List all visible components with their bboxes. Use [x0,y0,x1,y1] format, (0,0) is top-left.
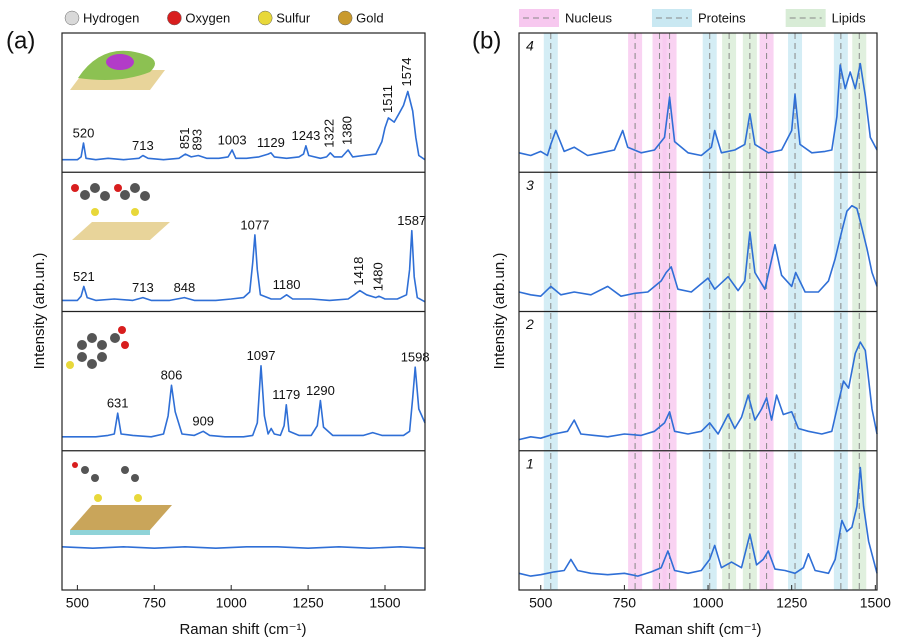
spectrum-line [62,90,426,161]
spectrum-line [518,466,878,577]
y-axis-title: Intensity (arb.un.) [491,253,508,370]
peak-label: 521 [73,269,95,284]
peak-label: 1511 [380,85,395,113]
subplot-label: 4 [526,38,534,54]
spectrum-line [518,341,878,441]
legend-label: Gold [356,10,383,25]
peak-label: 520 [73,125,95,140]
x-axis-title: Raman shift (cm⁻¹) [179,621,306,638]
x-tick-label: 750 [613,595,637,611]
legend-label: Sulfur [276,10,311,25]
spectrum-line [518,204,878,297]
legend-label: Nucleus [565,10,612,25]
cell-icon [70,50,165,90]
x-tick-label: 1000 [216,595,247,611]
legend-marker [167,10,182,26]
x-tick-label: 1250 [293,595,324,611]
peak-label: 1574 [399,58,414,87]
y-axis-title: Intensity (arb.un.) [31,253,48,370]
peak-label: 1129 [257,135,285,150]
peak-label: 909 [192,414,214,429]
legend-marker [257,10,273,26]
legend-marker [64,10,80,26]
peak-label: 1480 [370,262,385,291]
subplot-label: 1 [526,455,534,471]
legend-label: Lipids [832,10,866,25]
peak-label: 1243 [291,128,320,143]
x-tick-label: 1000 [692,595,723,611]
peak-label: 713 [132,280,154,295]
peak-label: 1097 [247,348,276,363]
peak-label: 1380 [340,116,355,145]
peak-label: 806 [161,368,183,383]
legend-label: Oxygen [185,10,230,25]
x-tick-label: 750 [143,595,167,611]
peak-label: 1290 [306,383,335,398]
peak-label: 1077 [240,217,269,232]
peak-label: 1322 [322,119,337,148]
gold-slab-icon [70,462,172,535]
peak-label: 893 [190,129,205,151]
peak-label: 1179 [272,387,300,402]
molecule-icon [66,326,129,369]
spectrum-line [62,229,426,303]
x-tick-label: 500 [66,595,90,611]
peak-label: 1180 [273,277,301,292]
x-tick-label: 1500 [369,595,400,611]
panel-label: (a) [6,27,35,54]
x-axis-title: Raman shift (cm⁻¹) [634,621,761,638]
x-tick-label: 500 [529,595,553,611]
peak-label: 631 [107,396,129,411]
peak-label: 1587 [397,213,426,228]
plot-frame [518,32,878,591]
molecule-icon [71,183,170,240]
peak-label: 1003 [218,132,247,147]
peak-label: 1418 [351,257,366,286]
peak-label: 713 [132,138,154,153]
peak-label: 851 [177,127,192,149]
x-tick-label: 1500 [860,595,891,611]
peak-label: 848 [174,280,196,295]
spectrum-line [61,546,426,549]
peak-label: 1598 [401,350,430,365]
panel-label: (b) [472,27,501,54]
legend-label: Hydrogen [83,10,139,25]
x-tick-label: 1250 [776,595,807,611]
plot-frame [61,32,426,591]
legend-marker [337,10,353,26]
subplot-label: 2 [525,316,534,332]
subplot-label: 3 [526,177,534,193]
spectrum-line [62,365,426,438]
spectrum-line [518,62,878,157]
legend-label: Proteins [698,10,746,25]
